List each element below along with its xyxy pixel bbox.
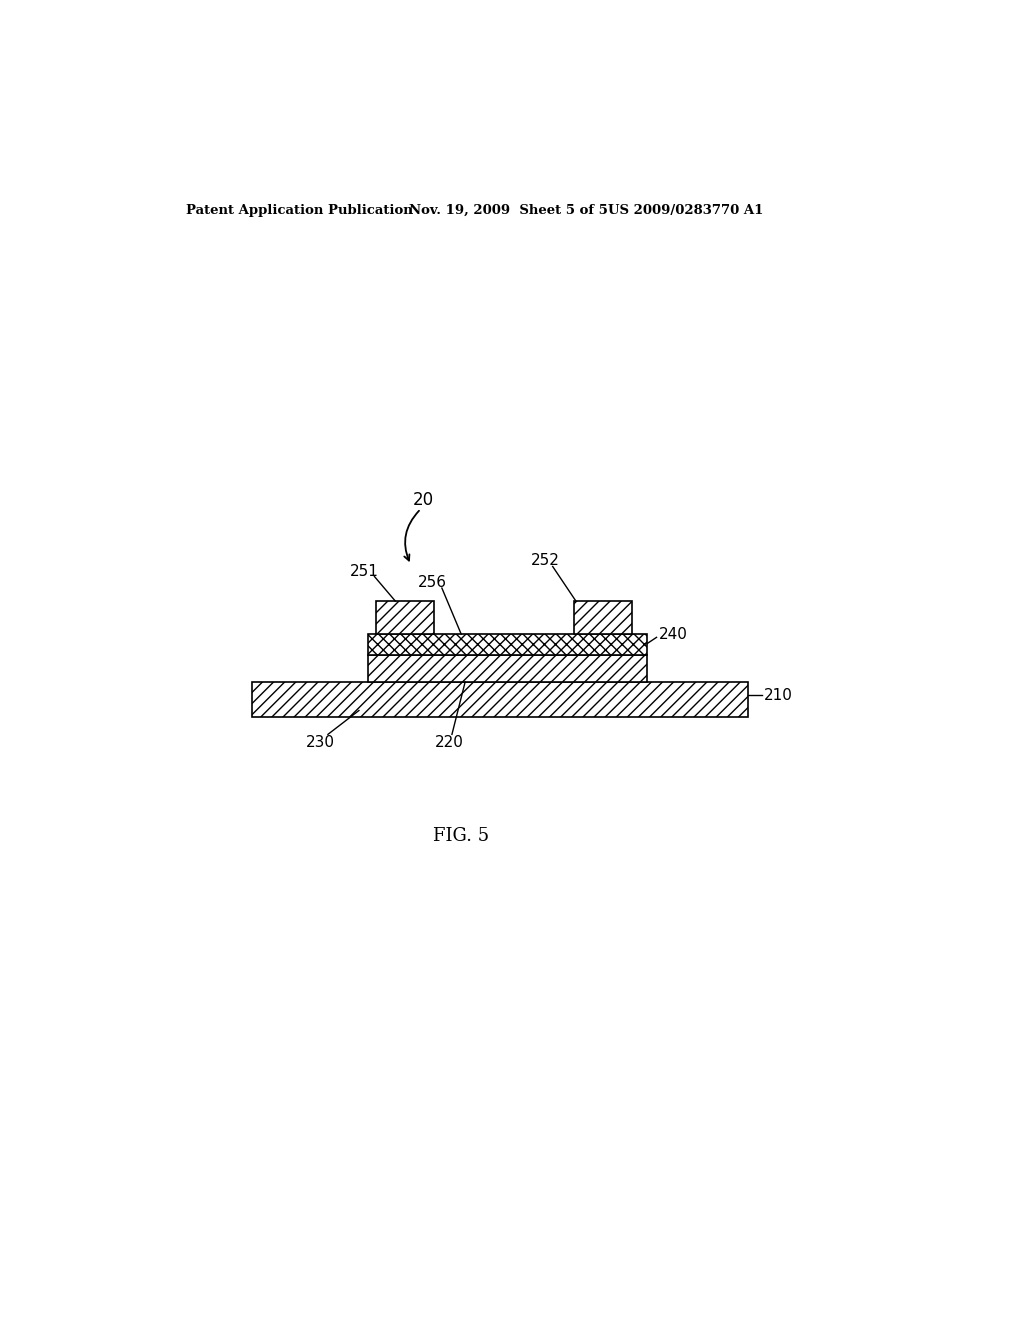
- Bar: [369, 655, 647, 682]
- Text: 256: 256: [418, 576, 447, 590]
- Text: Nov. 19, 2009  Sheet 5 of 5: Nov. 19, 2009 Sheet 5 of 5: [409, 205, 607, 218]
- Text: 230: 230: [306, 734, 335, 750]
- Bar: [376, 601, 434, 635]
- Text: US 2009/0283770 A1: US 2009/0283770 A1: [608, 205, 764, 218]
- Bar: [573, 601, 632, 635]
- Bar: [252, 682, 748, 717]
- Text: Patent Application Publication: Patent Application Publication: [186, 205, 413, 218]
- Text: 251: 251: [350, 564, 379, 578]
- Text: 252: 252: [530, 553, 559, 568]
- Bar: [369, 635, 647, 655]
- Text: 210: 210: [764, 688, 793, 702]
- Text: 240: 240: [658, 627, 688, 642]
- Text: 220: 220: [435, 734, 464, 750]
- Text: 20: 20: [414, 491, 434, 508]
- Text: FIG. 5: FIG. 5: [433, 828, 489, 845]
